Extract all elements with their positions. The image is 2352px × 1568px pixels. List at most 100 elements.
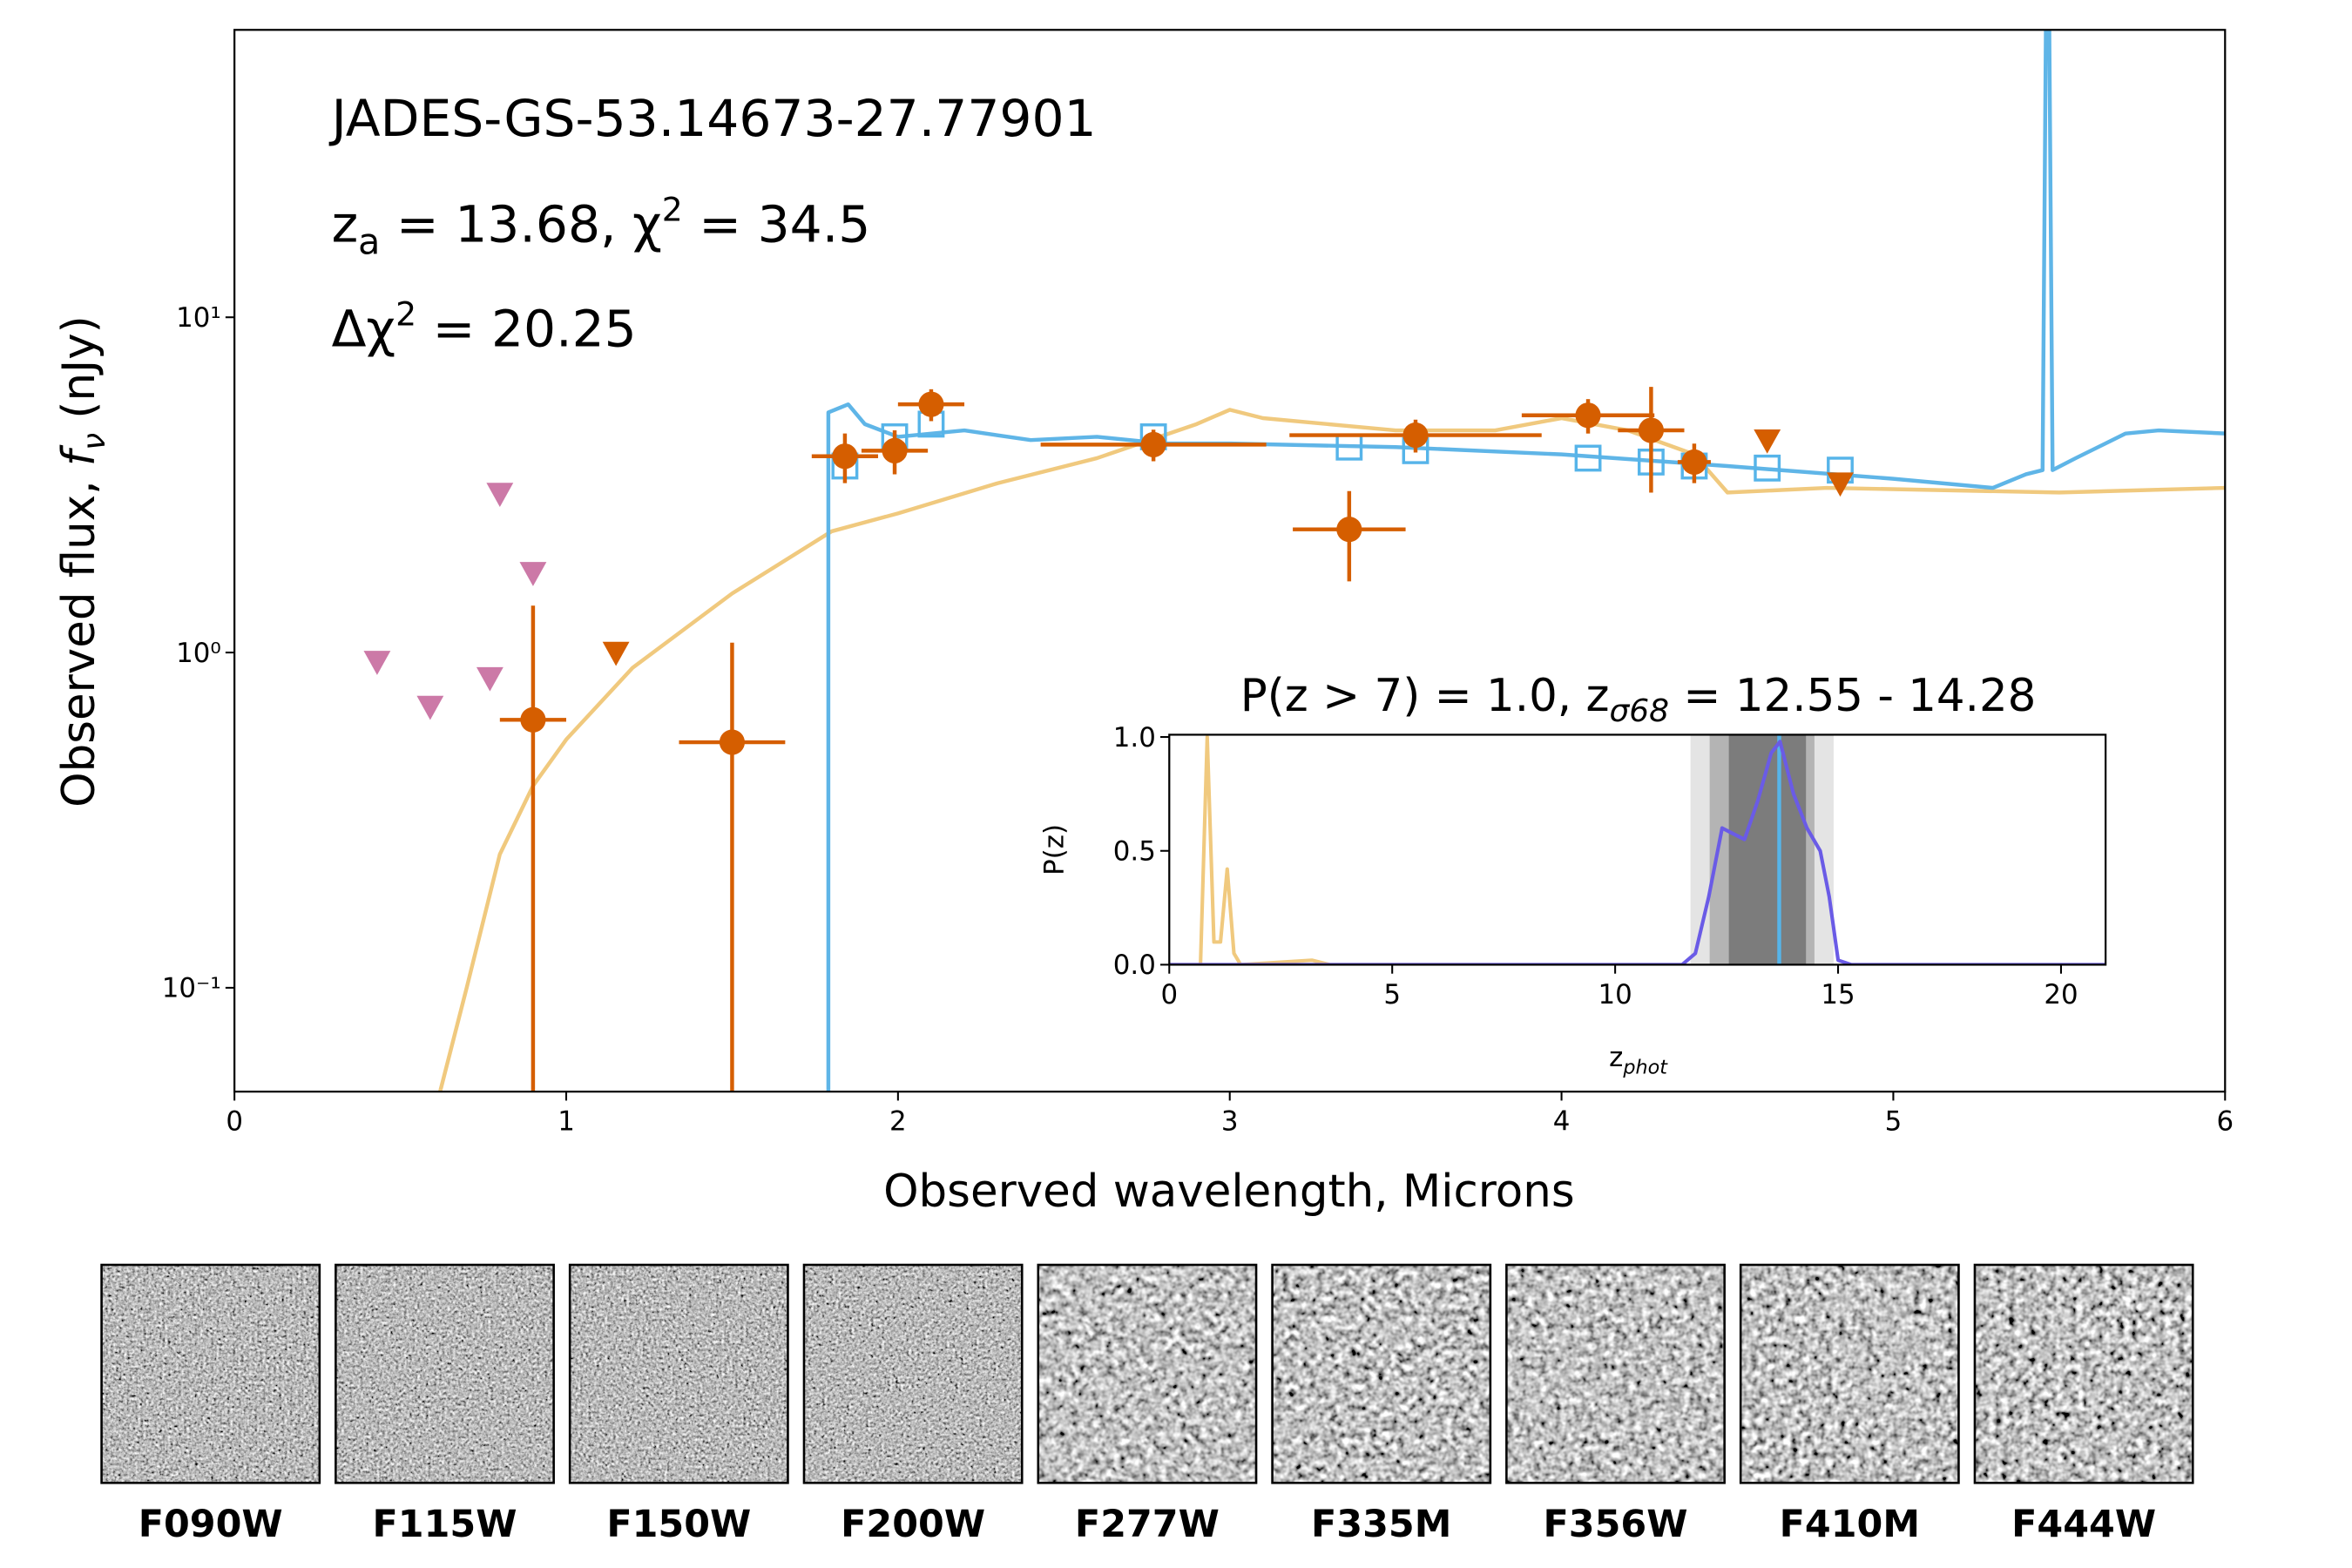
photometry-point (882, 437, 908, 463)
text: 2 (395, 295, 416, 334)
cutout-label: F200W (841, 1503, 985, 1546)
cutout-label: F356W (1544, 1503, 1688, 1546)
x-tick-label: 10 (1598, 979, 1632, 1010)
cutout-label: F115W (373, 1503, 517, 1546)
x-tick-label: 1 (558, 1106, 575, 1138)
cutout-frame (335, 1263, 555, 1484)
x-tick-label: 5 (1383, 979, 1401, 1010)
source-id: JADES-GS-53.14673-27.77901 (328, 89, 1097, 148)
text: 2 (662, 191, 683, 229)
cutout-image (1506, 1265, 1725, 1484)
sed-plot: 0 1 2 3 4 5 6 10⁻¹ 10⁰ 10¹ (162, 29, 2234, 1138)
cutout-label: F277W (1075, 1503, 1220, 1546)
text: = 13.68, χ (380, 195, 661, 254)
y-tick-label: 10¹ (176, 302, 221, 334)
upper-limit-alt (416, 695, 444, 720)
pz-inset: 0 5 10 15 20 0.0 0.5 1.0 (1113, 722, 2107, 1010)
y-tick-label: 1.0 (1113, 722, 1156, 754)
cutouts: F090W F115W F150W F200W F277W F335M F356W F410M… (100, 1263, 2194, 1546)
text: = 20.25 (416, 300, 637, 359)
delta-chi2: Δχ2 = 20.25 (332, 295, 637, 359)
y-axis-label: Observed flux, fν (nJy) (53, 315, 112, 808)
text: a (358, 220, 380, 262)
fit-info: za = 13.68, χ2 = 34.5 (332, 191, 871, 263)
y-tick-label: 0.5 (1113, 836, 1156, 868)
cutout-frame (1271, 1263, 1492, 1484)
inset-y-label: P(z) (1039, 824, 1071, 875)
photometry-point (1402, 422, 1429, 449)
inset-title: P(z > 7) = 1.0, zσ68 = 12.55 - 14.28 (1240, 670, 2037, 729)
cutout-image (1037, 1265, 1257, 1484)
cutout-label: F410M (1780, 1503, 1920, 1546)
cutout-frame (568, 1263, 789, 1484)
annotations: JADES-GS-53.14673-27.77901 za = 13.68, χ… (328, 89, 1097, 359)
cutout-label: F150W (606, 1503, 751, 1546)
text: phot (1622, 1057, 1668, 1079)
x-tick-label: 5 (1885, 1106, 1903, 1138)
plot-area (363, 30, 2226, 1092)
photometry-point (1638, 417, 1664, 443)
x-tick-label: 3 (1221, 1106, 1239, 1138)
model-photometry (1574, 444, 1602, 472)
upper-limit-alt (519, 562, 547, 586)
photometry-point (719, 729, 745, 755)
upper-limit (1754, 429, 1781, 454)
x-tick-label: 15 (1821, 979, 1855, 1010)
upper-limit-alt (476, 666, 504, 692)
photometry-point (1336, 517, 1362, 543)
text: = 34.5 (683, 195, 871, 254)
upper-limit (1827, 472, 1854, 497)
text: z (1609, 1042, 1623, 1073)
model-photometry (1754, 454, 1781, 482)
model-curve (1169, 734, 1490, 965)
axes-frame (1168, 733, 2107, 966)
text: JADES-GS-53.14673-27.77901 (328, 89, 1097, 148)
x-axis-label: Observed wavelength, Microns (883, 1166, 1575, 1218)
text: σ68 (1609, 693, 1669, 729)
cutout-frame (802, 1263, 1024, 1484)
cutout-image (335, 1265, 554, 1484)
cutout-frame (1739, 1263, 1960, 1484)
upper-limit-alt (486, 483, 514, 507)
cutout-image (570, 1265, 788, 1484)
plot-area (1169, 734, 2106, 965)
y-tick-label: 10⁰ (176, 638, 221, 669)
cutout-frame (1973, 1263, 2194, 1484)
text: Δχ (332, 300, 396, 359)
inset-background (1169, 734, 2106, 965)
photometry-point (520, 706, 546, 733)
x-tick-label: 0 (1160, 979, 1178, 1010)
x-tick-label: 4 (1553, 1106, 1571, 1138)
text: Observed flux, (53, 466, 105, 808)
text: z (332, 195, 359, 254)
model-curve (826, 30, 2226, 1092)
cutout-frame (100, 1263, 321, 1484)
photometry-point (832, 443, 858, 470)
text: ν (77, 433, 112, 450)
photometry-point (918, 391, 944, 417)
photometry-point (1681, 449, 1707, 475)
cutout-frame (1037, 1263, 1258, 1484)
text: (nJy) (53, 315, 105, 433)
model-curve (1169, 740, 2106, 965)
cutout-image (1272, 1265, 1490, 1484)
text: P(z > 7) = 1.0, z (1240, 670, 1610, 722)
photometry-point (1575, 402, 1601, 429)
text: = 12.55 - 14.28 (1669, 670, 2036, 722)
x-tick-label: 0 (226, 1106, 243, 1138)
photometry-point (1140, 431, 1166, 457)
cutout-image (803, 1265, 1023, 1484)
cutout-image (1974, 1265, 2193, 1484)
upper-limit (602, 641, 630, 666)
cutout-label: F335M (1311, 1503, 1451, 1546)
x-tick-label: 2 (889, 1106, 907, 1138)
inset-x-label: zphot (1609, 1042, 1668, 1079)
cutout-label: F090W (139, 1503, 283, 1546)
upper-limit-alt (363, 651, 391, 675)
cutout-frame (1505, 1263, 1726, 1484)
x-tick-label: 20 (2044, 979, 2078, 1010)
y-tick-label: 10⁻¹ (162, 973, 221, 1004)
y-tick-label: 0.0 (1113, 950, 1156, 981)
